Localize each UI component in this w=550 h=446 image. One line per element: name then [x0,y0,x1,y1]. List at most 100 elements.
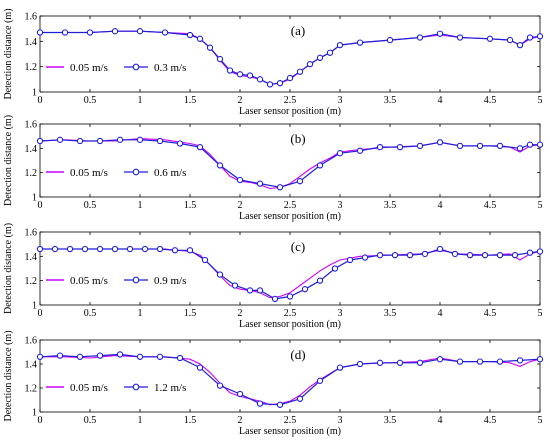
x-tick-label: 0 [38,308,43,319]
y-tick-label: 1 [32,408,37,419]
x-tick-label: 5 [538,415,543,426]
data-point [356,39,364,46]
y-tick-label: 1.2 [25,276,38,287]
x-axis-label: Laser sensor position (m) [239,319,341,330]
data-point [421,250,429,258]
data-point [276,79,284,87]
data-point [81,245,89,253]
data-point [346,256,354,264]
data-point [56,352,64,359]
y-tick-label: 1.4 [25,360,38,371]
data-point [331,265,339,272]
data-point [356,360,364,368]
data-point [136,353,144,360]
data-point [496,358,504,365]
data-point [256,287,264,294]
data-point [266,81,274,88]
y-tick-label: 1.6 [25,336,38,347]
y-tick-label: 1.4 [25,37,38,48]
x-tick-label: 4 [438,95,443,106]
data-point [516,357,524,364]
data-point [116,136,124,143]
data-point [496,251,504,259]
x-tick-label: 2.5 [284,95,297,106]
legend-label-measured: 0.6 m/s [154,167,186,179]
data-point [226,67,234,74]
data-point [296,68,304,75]
x-tick-label: 3 [338,95,343,106]
y-tick-label: 1.2 [25,168,38,179]
data-point [516,145,524,152]
data-point [156,137,164,145]
data-point [36,29,44,36]
x-tick-label: 4 [438,200,443,211]
legend-marker-measured [132,383,140,391]
data-point [156,245,164,253]
series-line-reference [40,248,541,299]
x-tick-label: 5 [538,200,543,211]
x-tick-label: 1 [138,308,143,319]
x-tick-label: 0 [38,95,43,106]
y-tick-label: 1.6 [25,12,38,23]
data-point [481,251,489,259]
data-point [516,41,524,49]
data-point [36,245,44,253]
panel-label: (b) [290,131,305,146]
data-point [111,245,119,253]
x-tick-label: 1 [138,200,143,211]
data-point [216,55,224,63]
legend-label-measured: 0.9 m/s [154,275,186,287]
x-tick-label: 4.5 [484,308,497,319]
data-point [406,251,414,259]
data-point [96,137,104,145]
x-tick-label: 4.5 [484,95,497,106]
data-point [476,142,484,150]
data-point [316,162,324,169]
data-point [96,245,104,253]
data-point [416,34,424,41]
panel-label: (d) [290,347,305,362]
data-point [316,54,324,61]
data-point [216,162,224,169]
x-tick-label: 0.5 [84,200,97,211]
data-point [86,29,94,36]
x-tick-label: 0 [38,415,43,426]
data-point [246,287,254,294]
x-tick-label: 5 [538,308,543,319]
data-point [536,141,544,148]
series-line-measured [39,139,540,188]
x-tick-label: 2 [238,415,243,426]
x-tick-label: 2 [238,200,243,211]
legend-label-reference: 0.05 m/s [70,275,108,287]
x-tick-label: 2.5 [284,415,297,426]
data-point [526,141,534,148]
data-point [416,359,424,366]
data-point [271,295,279,303]
x-tick-label: 0 [38,200,43,211]
y-tick-label: 1.2 [25,62,38,73]
data-point [66,245,74,253]
x-tick-label: 0.5 [84,308,97,319]
data-point [476,358,484,365]
data-point [196,35,204,42]
data-point [36,137,44,145]
data-point [391,251,399,259]
data-point [76,353,84,360]
x-tick-label: 2 [238,308,243,319]
legend-marker-measured [132,168,140,176]
chart-panel-1: 0 0.5 1 1.5 2 2.5 3 3.5 4 4.5 5 1 1.2 1.4 1.6 Laser sen… [3,8,544,117]
y-tick-label: 1.6 [25,228,38,239]
x-tick-label: 3 [338,415,343,426]
legend-label-measured: 0.3 m/s [154,62,186,74]
data-point [61,29,69,36]
data-point [176,140,184,147]
data-point [201,256,209,264]
data-point [176,354,184,362]
panel-label: (a) [291,23,305,38]
chart-panel-2: 0 0.5 1 1.5 2 2.5 3 3.5 4 4.5 5 1 1.2 1.4 1.6 Laser sen… [3,115,544,222]
x-tick-label: 2.5 [284,308,297,319]
legend-marker-measured [132,63,140,71]
panel-label: (c) [291,239,305,254]
chart-panel-3: 0 0.5 1 1.5 2 2.5 3 3.5 4 4.5 5 1 1.2 1.4 1.6 Laser sen… [3,223,544,330]
data-point [296,395,304,402]
